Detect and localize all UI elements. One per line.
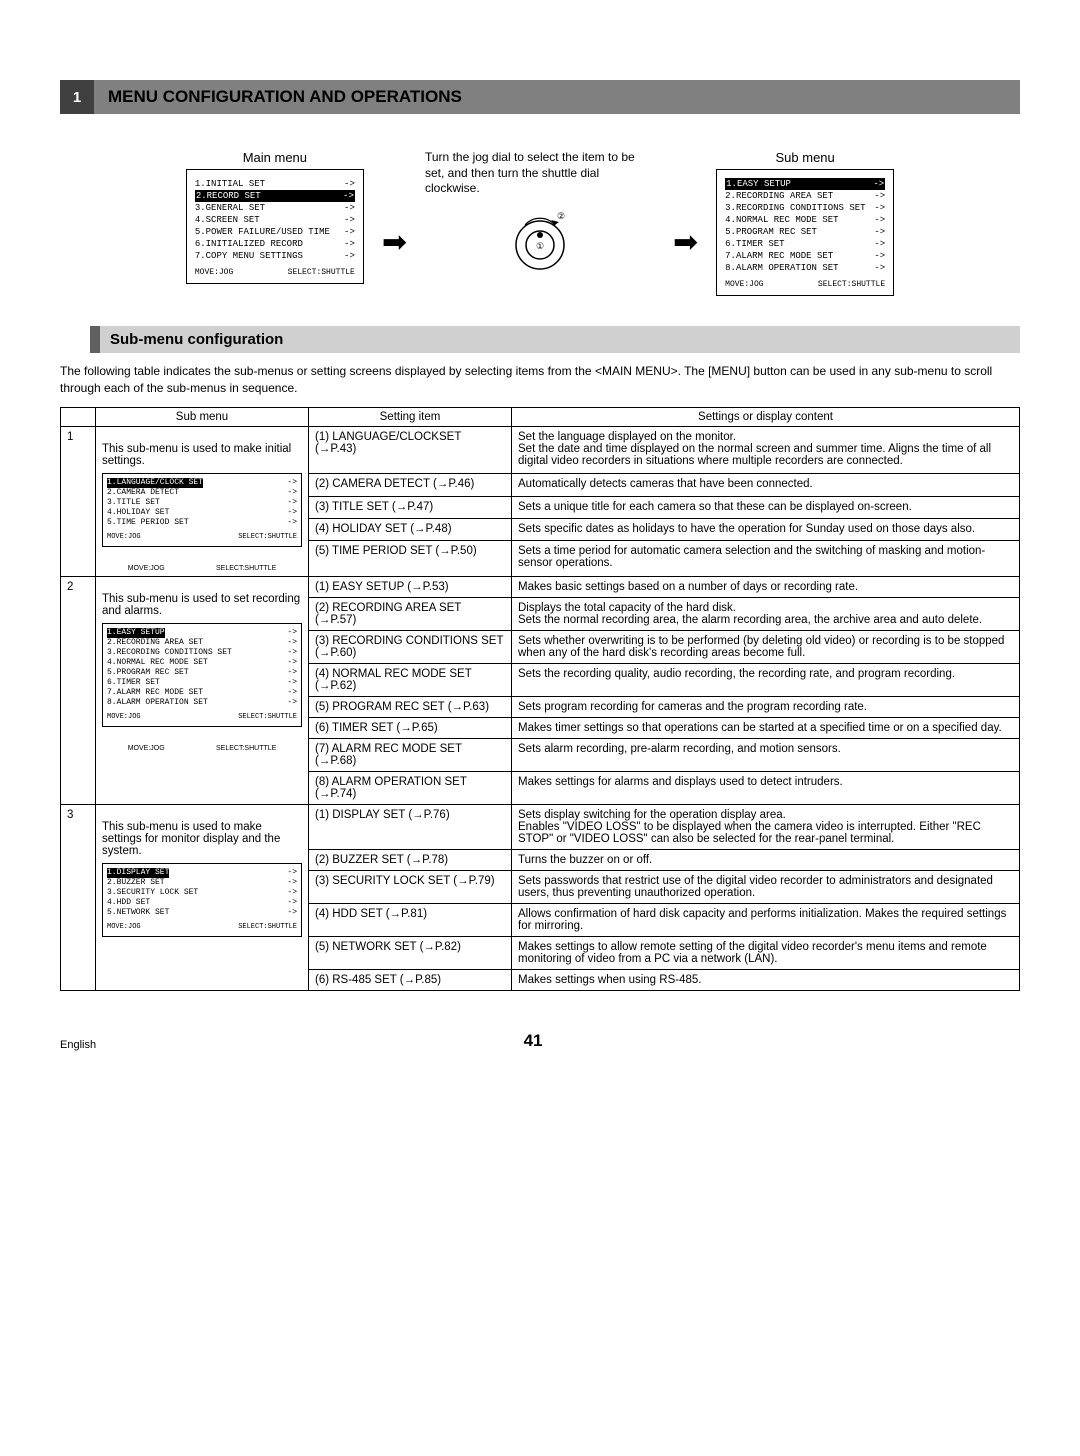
setting-item: (5) TIME PERIOD SET (→P.50) (309, 541, 512, 576)
setting-desc: Sets display switching for the operation… (512, 804, 1020, 849)
setting-desc: Makes settings for alarms and displays u… (512, 771, 1020, 804)
table-row: 2This sub-menu is used to set recording … (61, 576, 1020, 597)
jog-dial-icon: ① ② (425, 205, 655, 280)
setting-desc: Sets program recording for cameras and t… (512, 696, 1020, 717)
title-bar: 1 MENU CONFIGURATION AND OPERATIONS (60, 80, 1020, 114)
setting-item: (3) TITLE SET (→P.47) (309, 496, 512, 518)
setting-item: (2) CAMERA DETECT (→P.46) (309, 474, 512, 496)
sub-menu-label: Sub menu (716, 150, 894, 165)
footer-lang: English (60, 1039, 96, 1051)
setting-desc: Sets specific dates as holidays to have … (512, 519, 1020, 541)
sub-menu-cell: This sub-menu is used to make initial se… (96, 426, 309, 576)
setting-item: (1) EASY SETUP (→P.53) (309, 576, 512, 597)
setting-item: (4) HDD SET (→P.81) (309, 903, 512, 936)
setting-desc: Sets passwords that restrict use of the … (512, 870, 1020, 903)
setting-desc: Makes basic settings based on a number o… (512, 576, 1020, 597)
setting-item: (4) NORMAL REC MODE SET (→P.62) (309, 663, 512, 696)
setting-item: (6) TIMER SET (→P.65) (309, 717, 512, 738)
sub-menu-cell: This sub-menu is used to make settings f… (96, 804, 309, 990)
section-number: 1 (60, 80, 94, 114)
setting-desc: Makes timer settings so that operations … (512, 717, 1020, 738)
setting-desc: Makes settings to allow remote setting o… (512, 936, 1020, 969)
subsection-title: Sub-menu configuration (90, 326, 1020, 353)
setting-item: (2) RECORDING AREA SET (→P.57) (309, 597, 512, 630)
setting-desc: Sets a time period for automatic camera … (512, 541, 1020, 576)
svg-text:①: ① (536, 241, 544, 251)
setting-item: (6) RS-485 SET (→P.85) (309, 969, 512, 990)
setting-desc: Turns the buzzer on or off. (512, 849, 1020, 870)
setting-item: (1) LANGUAGE/CLOCKSET (→P.43) (309, 426, 512, 474)
svg-text:②: ② (557, 211, 565, 221)
sub-menu-cell: This sub-menu is used to set recording a… (96, 576, 309, 804)
setting-desc: Sets the recording quality, audio record… (512, 663, 1020, 696)
setting-desc: Sets a unique title for each camera so t… (512, 496, 1020, 518)
table-header: Setting item (309, 407, 512, 426)
table-row: 3This sub-menu is used to make settings … (61, 804, 1020, 849)
setting-desc: Automatically detects cameras that have … (512, 474, 1020, 496)
setting-item: (5) NETWORK SET (→P.82) (309, 936, 512, 969)
sub-menu-box: 1.EASY SETUP->2.RECORDING AREA SET->3.RE… (716, 169, 894, 296)
setting-desc: Set the language displayed on the monito… (512, 426, 1020, 474)
section-title: MENU CONFIGURATION AND OPERATIONS (108, 87, 462, 107)
table-header: Sub menu (96, 407, 309, 426)
setting-item: (5) PROGRAM REC SET (→P.63) (309, 696, 512, 717)
page-footer: English 41 (60, 1031, 1020, 1051)
main-menu-label: Main menu (186, 150, 364, 165)
settings-table: Sub menuSetting itemSettings or display … (60, 407, 1020, 991)
setting-item: (8) ALARM OPERATION SET (→P.74) (309, 771, 512, 804)
setting-desc: Displays the total capacity of the hard … (512, 597, 1020, 630)
table-header: Settings or display content (512, 407, 1020, 426)
intro-text: The following table indicates the sub-me… (60, 363, 1020, 397)
instruction-text: Turn the jog dial to select the item to … (425, 150, 655, 197)
setting-item: (7) ALARM REC MODE SET (→P.68) (309, 738, 512, 771)
setting-desc: Sets alarm recording, pre-alarm recordin… (512, 738, 1020, 771)
table-row: 1This sub-menu is used to make initial s… (61, 426, 1020, 474)
group-number: 2 (61, 576, 96, 804)
setting-item: (2) BUZZER SET (→P.78) (309, 849, 512, 870)
arrow-icon: ➡ (382, 228, 407, 258)
group-number: 1 (61, 426, 96, 576)
arrow-icon: ➡ (673, 228, 698, 258)
setting-item: (3) SECURITY LOCK SET (→P.79) (309, 870, 512, 903)
table-header (61, 407, 96, 426)
group-number: 3 (61, 804, 96, 990)
page-number: 41 (96, 1031, 970, 1051)
setting-desc: Sets whether overwriting is to be perfor… (512, 630, 1020, 663)
main-menu-box: 1.INITIAL SET->2.RECORD SET->3.GENERAL S… (186, 169, 364, 284)
setting-item: (3) RECORDING CONDITIONS SET (→P.60) (309, 630, 512, 663)
setting-item: (4) HOLIDAY SET (→P.48) (309, 519, 512, 541)
setting-item: (1) DISPLAY SET (→P.76) (309, 804, 512, 849)
setting-desc: Allows confirmation of hard disk capacit… (512, 903, 1020, 936)
setting-desc: Makes settings when using RS-485. (512, 969, 1020, 990)
top-diagram: Main menu 1.INITIAL SET->2.RECORD SET->3… (60, 150, 1020, 296)
